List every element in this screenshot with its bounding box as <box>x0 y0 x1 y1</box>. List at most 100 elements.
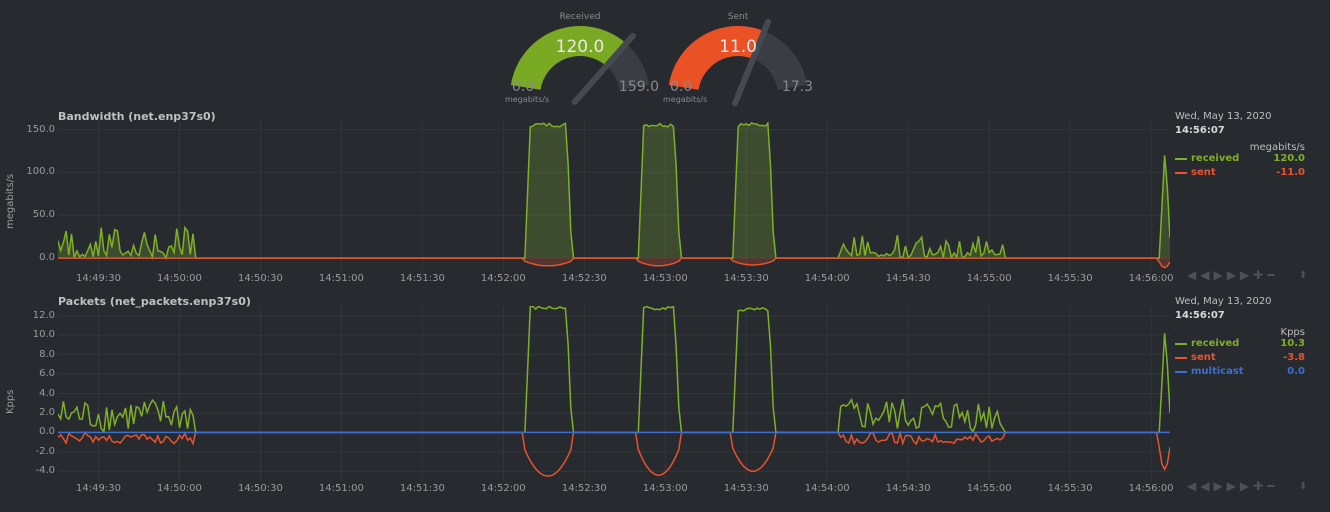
legend-name: received <box>1191 338 1240 349</box>
x-tick-label: 14:55:30 <box>1047 483 1093 494</box>
gauge-value: 120.0 <box>555 37 605 57</box>
y-tick-label: 10.0 <box>32 329 55 341</box>
play-icon[interactable]: ▶ <box>1213 479 1227 493</box>
legend-value: -11.0 <box>1276 167 1305 178</box>
legend-item-multicast[interactable]: multicast 0.0 <box>1175 366 1305 380</box>
chart-toolbar: ◀◀▶▶▶✚━ <box>1187 479 1278 493</box>
gauge-title: Received <box>559 12 601 22</box>
legend-time: 14:56:07 <box>1175 125 1225 136</box>
bandwidth-chart: Bandwidth (net.enp37s0) megabits/s 150.0… <box>0 110 1330 297</box>
zoom-out-icon[interactable]: ━ <box>1267 479 1279 493</box>
y-tick-label: 2.0 <box>39 406 55 418</box>
x-tick-label: 14:50:00 <box>156 483 202 494</box>
resize-handle-icon[interactable]: ⬍ <box>1299 270 1308 281</box>
legend-units: megabits/s <box>1249 142 1305 153</box>
x-tick-label: 14:51:00 <box>318 483 364 494</box>
legend-name: multicast <box>1191 366 1244 377</box>
y-tick-label: 6.0 <box>39 368 55 380</box>
legend-item-sent[interactable]: sent -11.0 <box>1175 167 1305 181</box>
x-tick-label: 14:55:30 <box>1047 273 1093 284</box>
chart-toolbar: ◀◀▶▶▶✚━ <box>1187 268 1278 282</box>
zoom-out-icon[interactable]: ━ <box>1267 268 1279 282</box>
multicast-swatch <box>1175 371 1187 373</box>
pan-left-icon[interactable]: ◀◀ <box>1187 479 1214 493</box>
legend-item-sent[interactable]: sent -3.8 <box>1175 352 1305 366</box>
gauge-sent-dial <box>668 18 808 107</box>
x-tick-label: 14:53:00 <box>642 483 688 494</box>
sent-area <box>58 258 1170 268</box>
received-series-line <box>58 306 1170 434</box>
gauge-title: Sent <box>727 12 749 22</box>
y-tick-label: 8.0 <box>39 348 55 360</box>
received-area <box>58 123 1170 259</box>
legend-item-received[interactable]: received 120.0 <box>1175 153 1305 167</box>
x-tick-label: 14:50:30 <box>237 483 283 494</box>
y-tick-label: -4.0 <box>35 465 55 477</box>
legend-name: sent <box>1191 352 1216 363</box>
legend-item-received[interactable]: received 10.3 <box>1175 338 1305 352</box>
y-tick-label: -2.0 <box>35 445 55 457</box>
x-tick-label: 14:55:00 <box>966 273 1012 284</box>
x-tick-label: 14:52:30 <box>561 483 607 494</box>
gauge-needle <box>571 32 636 106</box>
x-tick-label: 14:51:00 <box>318 273 364 284</box>
y-tick-label: 150.0 <box>26 123 55 135</box>
x-tick-label: 14:56:00 <box>1128 273 1174 284</box>
gauge-min: 0.0 <box>670 79 693 95</box>
legend-name: sent <box>1191 167 1216 178</box>
gauge-units: megabits/s <box>663 95 708 104</box>
legend-value: 120.0 <box>1273 153 1305 164</box>
packets-plot[interactable] <box>58 306 1170 481</box>
sent-swatch <box>1175 357 1187 359</box>
gauge-max: 17.3 <box>781 79 813 95</box>
zoom-in-icon[interactable]: ✚ <box>1253 479 1268 493</box>
x-tick-label: 14:54:00 <box>804 483 850 494</box>
received-swatch <box>1175 343 1187 345</box>
x-tick-label: 14:51:30 <box>399 273 445 284</box>
play-icon[interactable]: ▶ <box>1213 268 1227 282</box>
legend-value: -3.8 <box>1283 352 1305 363</box>
pan-right-icon[interactable]: ▶▶ <box>1226 479 1254 493</box>
x-tick-label: 14:54:30 <box>885 483 931 494</box>
gauge-needle <box>731 18 772 107</box>
pan-left-icon[interactable]: ◀◀ <box>1187 268 1214 282</box>
chart-title: Bandwidth (net.enp37s0) <box>58 110 216 123</box>
x-tick-label: 14:56:00 <box>1128 483 1174 494</box>
sent-swatch <box>1175 172 1187 174</box>
bandwidth-plot[interactable] <box>58 121 1170 271</box>
y-tick-label: 0.0 <box>39 426 55 438</box>
gauge-fill <box>668 25 765 90</box>
x-tick-label: 14:52:30 <box>561 273 607 284</box>
gauge-min: 0.0 <box>512 79 535 95</box>
y-tick-label: 12.0 <box>32 309 55 321</box>
pan-right-icon[interactable]: ▶▶ <box>1226 268 1254 282</box>
x-tick-label: 14:54:00 <box>804 273 850 284</box>
y-tick-label: 4.0 <box>39 387 55 399</box>
packets-chart: Packets (net_packets.enp37s0) Kpps 12.0 1… <box>0 295 1330 507</box>
resize-handle-icon[interactable]: ⬍ <box>1299 481 1308 492</box>
x-tick-label: 14:50:30 <box>237 273 283 284</box>
x-tick-label: 14:55:00 <box>966 483 1012 494</box>
x-tick-label: 14:52:00 <box>480 273 526 284</box>
x-tick-label: 14:53:30 <box>723 273 769 284</box>
received-series-line <box>58 121 1170 261</box>
legend-date: Wed, May 13, 2020 <box>1175 296 1272 307</box>
x-tick-label: 14:49:30 <box>76 483 121 494</box>
legend-time: 14:56:07 <box>1175 310 1225 321</box>
gauge-received-dial <box>510 25 650 106</box>
x-tick-label: 14:53:30 <box>723 483 769 494</box>
chart-legend: Wed, May 13, 2020 14:56:07 megabits/s re… <box>1175 111 1305 181</box>
chart-legend: Wed, May 13, 2020 14:56:07 Kpps received… <box>1175 296 1305 380</box>
y-tick-label: 0.0 <box>39 252 55 264</box>
legend-value: 0.0 <box>1287 366 1305 377</box>
legend-units: Kpps <box>1280 327 1305 338</box>
legend-date: Wed, May 13, 2020 <box>1175 111 1272 122</box>
gauge-received: Received 120.0 0.0 159.0 megabits/s <box>505 8 659 108</box>
zoom-in-icon[interactable]: ✚ <box>1253 268 1268 282</box>
x-tick-label: 14:49:30 <box>76 273 121 284</box>
x-tick-label: 14:52:00 <box>480 483 526 494</box>
y-tick-label: 50.0 <box>32 209 55 221</box>
sent-series-line <box>58 257 1170 269</box>
x-tick-label: 14:54:30 <box>885 273 931 284</box>
y-tick-label: 100.0 <box>26 166 55 178</box>
